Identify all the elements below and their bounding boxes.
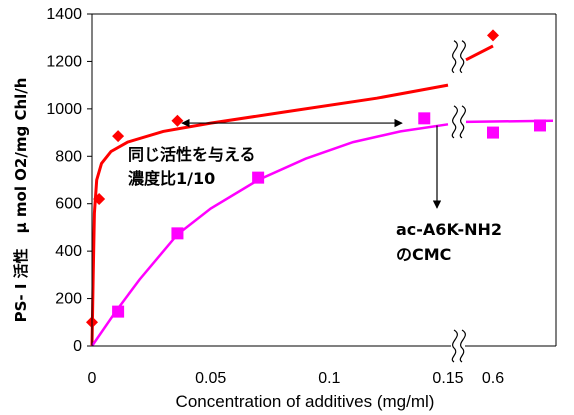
break-line [459, 40, 466, 74]
y-tick-label: 200 [55, 291, 82, 308]
fit-curves [90, 44, 554, 347]
y-tick-label: 1000 [46, 101, 82, 118]
fit-curve-red [90, 83, 449, 347]
axes [91, 13, 557, 347]
break-gap [451, 332, 465, 360]
break-gap [451, 42, 465, 71]
square-marker [487, 126, 499, 139]
x-axis-label: Concentration of additives (mg/ml) [176, 392, 435, 411]
y-tick-label: 1400 [46, 6, 82, 23]
axis-break-marks [451, 40, 466, 363]
x-tick-labels: 0 0.05 0.1 0.15 0.6 [88, 370, 505, 387]
y-tick-label: 0 [73, 338, 82, 355]
y-tick-labels: 0 200 400 600 800 1000 1200 1400 [46, 6, 92, 355]
y-tick-label: 800 [55, 148, 82, 165]
diamond-marker [487, 29, 499, 42]
square-marker [252, 171, 265, 184]
diamond-marker [171, 114, 184, 127]
annotation-same-activity-line1: 同じ活性を与える [128, 145, 256, 164]
fit-curve-red-tail [465, 44, 494, 62]
square-marker [418, 112, 431, 125]
x-tick-label: 0.15 [432, 370, 463, 387]
diamond-marker [93, 192, 106, 205]
break-gap [451, 107, 465, 136]
y-tick-label: 400 [55, 243, 82, 260]
break-line [451, 329, 458, 363]
x-tick-label: 0.1 [318, 370, 340, 387]
break-line [459, 105, 466, 139]
square-marker [112, 305, 125, 318]
square-marker [171, 227, 184, 240]
y-tick-label: 1200 [46, 53, 82, 70]
annotation-cmc-line2: のCMC [396, 245, 451, 264]
x-tick-label: 0 [88, 370, 97, 387]
annotation-same-activity-line2: 濃度比1/10 [128, 169, 215, 188]
x-tick-label: 0.6 [482, 370, 504, 387]
annotations: 同じ活性を与える 濃度比1/10 ac-A6K-NH2 のCMC [128, 118, 502, 264]
x-tick-label: 0.05 [195, 370, 226, 387]
square-marker [534, 119, 546, 132]
y-axis-label: PS- I 活性 μ mol O2/mg Chl/h [12, 78, 30, 323]
break-line [451, 105, 458, 139]
diamond-marker [112, 130, 125, 143]
break-line [459, 329, 466, 363]
annotation-cmc-line1: ac-A6K-NH2 [396, 220, 502, 239]
fit-curve-magenta [90, 123, 449, 347]
break-line [451, 40, 458, 74]
y-tick-label: 600 [55, 196, 82, 213]
